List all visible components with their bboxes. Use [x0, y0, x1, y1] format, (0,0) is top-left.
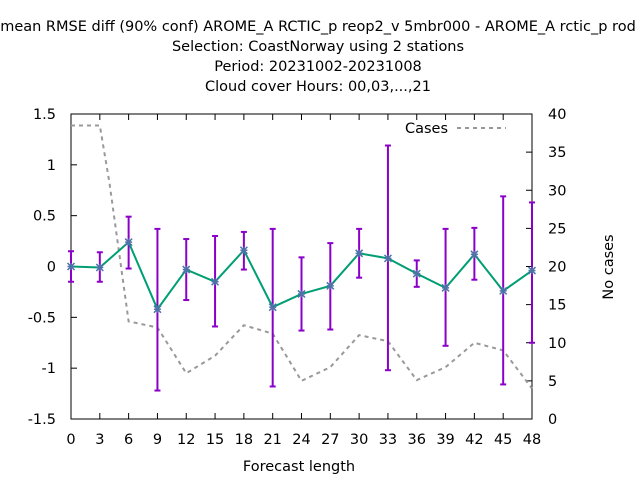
- cases-line: [71, 124, 533, 390]
- data-point: [412, 269, 421, 278]
- x-tick-label: 36: [408, 432, 426, 448]
- data-point: [239, 246, 248, 255]
- data-point: [124, 238, 133, 247]
- y2-tick-label: 5: [548, 374, 557, 390]
- data-point: [527, 266, 537, 275]
- y2-tick-label: 25: [548, 221, 566, 237]
- data-point: [66, 262, 76, 271]
- x-axis-label: Forecast length: [243, 459, 355, 475]
- x-tick-label: 15: [206, 432, 224, 448]
- legend: Cases: [405, 121, 506, 137]
- data-point: [153, 305, 162, 314]
- data-point: [499, 286, 508, 295]
- x-tick-label: 27: [321, 432, 339, 448]
- data-point: [297, 289, 306, 298]
- y-tick-label: -0.5: [28, 310, 56, 326]
- y2-tick-label: 35: [548, 145, 566, 161]
- x-tick-label: 39: [436, 432, 454, 448]
- y2-tick-label: 15: [548, 298, 566, 314]
- y2-tick-label: 30: [548, 183, 566, 199]
- title-line-3: Period: 20231002-20231008: [214, 59, 422, 75]
- y-tick-label: 1.5: [33, 107, 56, 123]
- title-line-4: Cloud cover Hours: 00,03,...,21: [205, 79, 431, 95]
- x-tick-label: 21: [263, 432, 281, 448]
- data-point: [470, 250, 479, 259]
- data-point: [95, 263, 104, 272]
- chart-title: mean RMSE diff (90% conf) AROME_A RCTIC_…: [0, 19, 636, 95]
- data-point: [211, 277, 220, 286]
- x-tick-label: 0: [66, 432, 75, 448]
- x-tick-label: 24: [292, 432, 310, 448]
- y2-tick-label: 10: [548, 336, 566, 352]
- y-tick-label: 1: [47, 158, 56, 174]
- x-axis: 0 3 6 9 12 15 18 21 24 27 30 33 36 39 42 45 48: [66, 114, 541, 448]
- data-point: [326, 281, 335, 290]
- data-point: [355, 249, 364, 258]
- x-tick-label: 48: [523, 432, 541, 448]
- y2-tick-label: 40: [548, 107, 566, 123]
- y-tick-label: 0: [47, 260, 56, 276]
- x-tick-label: 45: [494, 432, 512, 448]
- mean-diff-series: [66, 238, 537, 314]
- cases-series: [71, 124, 533, 390]
- x-tick-label: 33: [379, 432, 397, 448]
- data-point: [383, 254, 392, 263]
- y-axis-left: -1.5 -1 -0.5 0 0.5 1 1.5: [28, 107, 77, 428]
- title-line-2: Selection: CoastNorway using 2 stations: [172, 39, 464, 55]
- x-tick-label: 9: [153, 432, 162, 448]
- y2-axis-label: No cases: [601, 234, 617, 299]
- y-tick-label: 0.5: [33, 209, 56, 225]
- x-tick-label: 30: [350, 432, 368, 448]
- y-tick-label: -1.5: [28, 412, 56, 428]
- legend-label-cases: Cases: [405, 121, 448, 137]
- x-tick-label: 3: [95, 432, 104, 448]
- x-tick-label: 18: [235, 432, 253, 448]
- data-point: [182, 265, 191, 274]
- y-axis-right: 0 5 10 15 20 25 30 35 40: [526, 107, 566, 428]
- data-point: [268, 303, 277, 312]
- x-tick-label: 6: [124, 432, 133, 448]
- y-tick-label: -1: [42, 361, 56, 377]
- title-line-1: mean RMSE diff (90% conf) AROME_A RCTIC_…: [0, 19, 636, 35]
- x-tick-label: 12: [177, 432, 195, 448]
- x-tick-label: 42: [465, 432, 483, 448]
- error-bars: [68, 144, 535, 392]
- data-point: [441, 283, 450, 292]
- y2-tick-label: 0: [548, 412, 557, 428]
- y2-tick-label: 20: [548, 260, 566, 276]
